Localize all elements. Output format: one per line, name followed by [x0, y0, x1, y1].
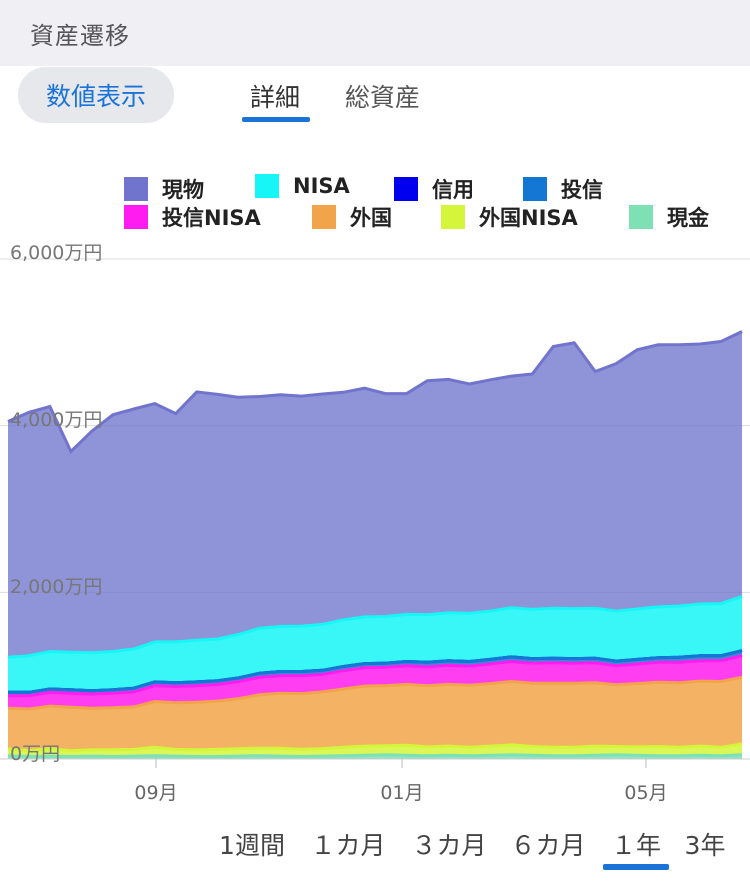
series-line-現物: [7, 330, 743, 455]
series-area-NISA: [8, 596, 742, 693]
series-line-現金: [7, 753, 743, 759]
period-selected-indicator: [603, 864, 669, 870]
page-title: 資産遷移: [30, 22, 130, 50]
tab-total-assets[interactable]: 総資産: [345, 83, 421, 112]
legend-label: 現物: [162, 178, 204, 202]
legend-item-spot[interactable]: 現物: [124, 174, 204, 204]
series-line-外国NISA: [7, 742, 743, 753]
series-area-現物: [8, 331, 742, 658]
legend-label: 投信: [561, 178, 603, 202]
series-area-外国NISA: [8, 744, 742, 757]
x-tick-label: 09月: [134, 782, 178, 804]
y-tick-label: 6,000万円: [10, 242, 103, 264]
legend-swatch: [124, 177, 148, 201]
y-tick-label: 4,000万円: [10, 409, 103, 431]
legend-item-nisa[interactable]: NISA: [255, 174, 350, 198]
period-3months[interactable]: ３カ月: [411, 831, 487, 860]
legend-swatch: [312, 205, 336, 229]
y-tick-label: 2,000万円: [10, 576, 103, 598]
y-tick-label: 0万円: [10, 743, 61, 765]
legend-item-fund[interactable]: 投信: [523, 174, 603, 204]
series-line-NISA: [7, 595, 743, 659]
legend-item-fund-nisa[interactable]: 投信NISA: [124, 202, 261, 232]
legend-swatch: [441, 205, 465, 229]
legend-label: 外国NISA: [479, 206, 578, 230]
legend-item-foreign-nisa[interactable]: 外国NISA: [441, 202, 578, 232]
legend-swatch: [394, 177, 418, 201]
legend-label: 外国: [350, 206, 392, 230]
series-line-外国: [7, 675, 743, 711]
asset-area-chart: [0, 258, 750, 768]
series-line-投信: [8, 649, 743, 694]
header-bar: 資産遷移: [0, 0, 750, 66]
x-tick-label: 01月: [380, 782, 424, 804]
legend-item-cash[interactable]: 現金: [629, 202, 709, 232]
x-tick-label: 05月: [624, 782, 668, 804]
series-line-投信NISA: [8, 654, 743, 698]
period-1week[interactable]: 1週間: [219, 831, 285, 860]
legend-label: 信用: [432, 178, 474, 202]
chart-legend: 現物 NISA 信用 投信 投信NISA 外国 外国NISA 現金: [0, 0, 750, 240]
legend-item-foreign[interactable]: 外国: [312, 202, 392, 232]
legend-swatch: [255, 174, 279, 198]
period-1month[interactable]: １カ月: [310, 831, 386, 860]
legend-swatch: [124, 205, 148, 229]
legend-label: 投信NISA: [162, 206, 261, 230]
period-6months[interactable]: ６カ月: [510, 831, 586, 860]
legend-swatch: [523, 177, 547, 201]
legend-swatch: [629, 205, 653, 229]
series-area-投信NISA: [8, 655, 742, 709]
numeric-display-button[interactable]: 数値表示: [18, 67, 174, 123]
tab-detail[interactable]: 詳細: [250, 83, 301, 112]
legend-item-margin[interactable]: 信用: [394, 174, 474, 204]
legend-label: 現金: [667, 206, 709, 230]
series-area-外国: [8, 677, 742, 751]
period-1year[interactable]: １年: [610, 831, 662, 860]
period-3years[interactable]: 3年: [684, 831, 726, 860]
tab-selected-indicator: [242, 117, 310, 122]
legend-label: NISA: [293, 174, 350, 198]
